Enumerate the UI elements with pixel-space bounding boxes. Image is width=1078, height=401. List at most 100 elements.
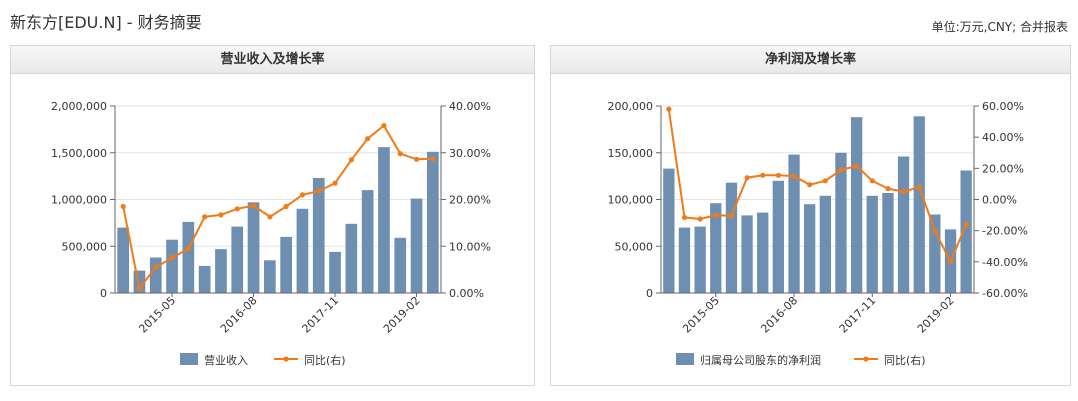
y-left-tick-label: 1,500,000 [51,147,107,160]
bar [897,156,910,293]
bar [198,265,211,293]
growth-point [169,255,175,261]
y-right-tick-label: 20.00% [449,194,491,207]
growth-point [916,184,922,190]
growth-point [267,214,273,220]
growth-line [667,108,968,265]
y-left-tick-label: 500,000 [62,240,108,253]
growth-point [251,203,257,209]
bar [133,270,146,293]
growth-point [332,180,338,186]
growth-point [713,212,719,218]
bar [345,223,358,293]
growth-point [283,203,289,210]
y-right-tick-label: 0.00% [449,287,484,300]
growth-point [791,173,797,179]
y-right-tick-label: -60.00% [982,287,1028,300]
growth-point [430,156,436,162]
growth-point [728,213,734,219]
growth-point [807,182,813,188]
page-title: 新东方[EDU.N] - 财务摘要 [10,13,202,32]
legend-bar-swatch [676,353,694,365]
growth-point [744,175,750,181]
y-left-tick-label: 50,000 [615,240,654,253]
legend-line-marker [863,356,869,362]
x-tick-label: 2016-08 [758,294,800,336]
bar [913,116,925,293]
legend-line-label: 同比(右) [884,353,926,367]
bar [929,214,941,293]
bar [378,147,390,293]
growth-point [365,136,371,142]
bar [117,227,129,293]
growth-point [397,151,403,157]
bar [280,236,292,293]
bar [329,251,341,293]
y-left-tick-label: 150,000 [608,147,654,160]
growth-point [775,172,781,178]
y-right-tick-label: 30.00% [449,147,491,160]
bar [694,226,706,293]
growth-point [838,167,844,173]
y-right-tick-label: -40.00% [982,256,1028,269]
legend-line-marker [283,356,289,362]
growth-point [136,285,142,291]
x-tick-label: 2016-08 [218,294,260,336]
growth-line [122,124,433,291]
bar [427,151,439,293]
unit-note: 单位:万元,CNY; 合并报表 [931,20,1068,34]
revenue-chart-title: 营业收入及增长率 [11,46,534,74]
bar [394,237,407,293]
bar [663,168,675,293]
growth-point [218,212,224,218]
bar [410,198,423,293]
growth-point [316,188,322,194]
growth-point [885,186,891,192]
y-left-tick-label: 100,000 [608,194,654,207]
growth-point [901,189,907,195]
y-left-tick-label: 0 [646,287,653,300]
growth-point [185,246,191,252]
x-tick-label: 2015-05 [136,294,178,336]
bar [788,154,800,293]
net-profit-chart-panel: 净利润及增长率 0 50,000 100,000 150,000 200,000 -60.… [550,45,1071,386]
growth-point [963,221,969,227]
net-profit-chart: 0 50,000 100,000 150,000 200,000 -60.00% -40.0… [608,100,1028,367]
bar [361,190,374,293]
x-tick-label: 2015-05 [680,294,722,336]
revenue-chart-panel: 营业收入及增长率 0 500,000 1,000,000 1,500,000 2,000… [10,45,535,386]
y-left-tick-label: 2,000,000 [51,100,107,113]
x-tick-label: 2019-02 [915,294,957,336]
bar [166,239,178,293]
y-right-tick-label: -20.00% [982,225,1028,238]
growth-point [414,156,420,162]
bar [835,152,847,294]
y-left-tick-label: 200,000 [608,100,654,113]
bar [247,202,260,293]
y-right-tick-label: 10.00% [449,240,491,253]
bar [960,170,972,293]
bar [312,178,325,293]
bar [215,249,227,293]
growth-point [822,178,828,184]
y-right-tick-label: 0.00% [982,194,1017,207]
growth-point [202,214,208,220]
bar [819,195,831,293]
legend-line-label: 同比(右) [304,353,346,367]
growth-point [381,123,387,129]
bar [882,193,894,293]
growth-point [348,157,354,163]
growth-point [234,206,240,212]
revenue-chart: 0 500,000 1,000,000 1,500,000 2,000,000 0.00%… [51,100,491,367]
growth-point [932,228,938,234]
y-right-tick-label: 20.00% [982,162,1024,175]
growth-point [299,192,306,198]
bar [757,212,769,293]
growth-point [869,178,875,184]
legend-bar-label: 营业收入 [204,353,248,367]
y-right-tick-label: 60.00% [982,100,1024,113]
growth-point [666,106,672,112]
bar [231,226,244,293]
bar [678,227,691,293]
bar [851,117,863,293]
